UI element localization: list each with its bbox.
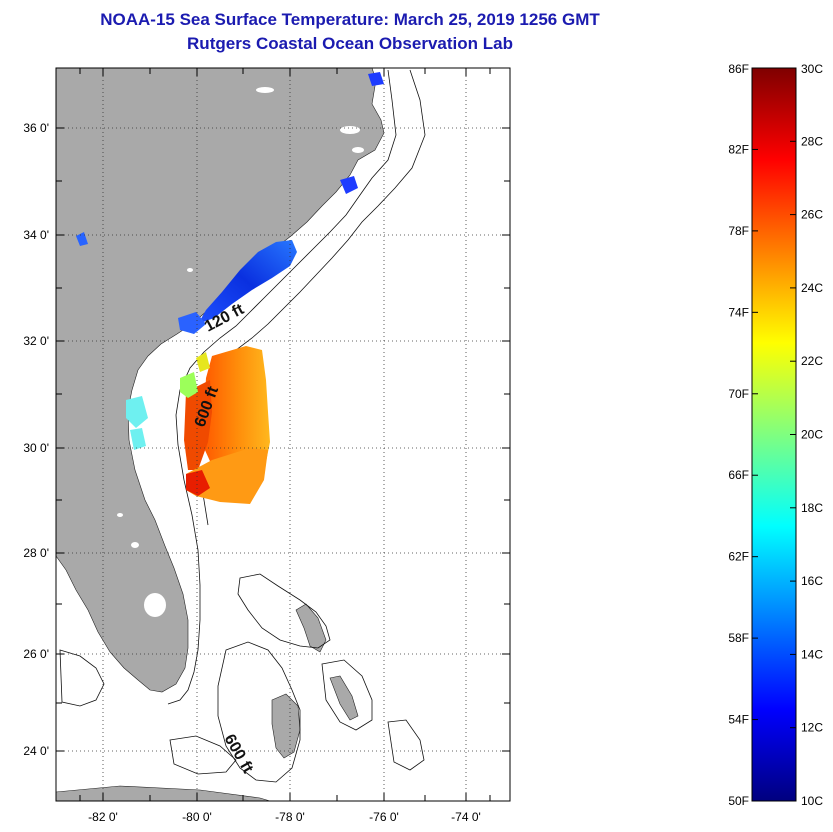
lat-label: 30 0' (23, 441, 49, 455)
land-cuba (56, 785, 271, 801)
colorbar-label-c: 20C (801, 428, 823, 442)
lat-label: 32 0' (23, 334, 49, 348)
colorbar-label-c: 18C (801, 501, 823, 515)
colorbar-label-f: 78F (728, 224, 749, 238)
colorbar-label-f: 70F (728, 387, 749, 401)
map-title: NOAA-15 Sea Surface Temperature: March 2… (100, 10, 600, 29)
colorbar-label-f: 50F (728, 794, 749, 808)
colorbar-label-f: 66F (728, 468, 749, 482)
land-bahamas-eleuthera (329, 675, 359, 721)
lat-label: 28 0' (23, 546, 49, 560)
sst-data (76, 72, 384, 504)
longitude-labels: -82 0' -80 0' -78 0' -76 0' -74 0' (88, 810, 481, 824)
colorbar-ticks (752, 67, 796, 802)
colorbar-label-c: 28C (801, 134, 823, 148)
map-subtitle: Rutgers Coastal Ocean Observation Lab (187, 34, 513, 53)
inland-water (68, 87, 364, 617)
contour-label-600ft-south: 600 ft (221, 732, 257, 777)
colorbar-label-c: 16C (801, 574, 823, 588)
colorbar-label-f: 58F (728, 631, 749, 645)
lon-label: -76 0' (369, 810, 399, 824)
lon-label: -78 0' (275, 810, 305, 824)
lon-label: -74 0' (451, 810, 481, 824)
land-southeast-us (56, 68, 385, 693)
lat-label: 36 0' (23, 121, 49, 135)
colorbar-label-f: 82F (728, 142, 749, 156)
bathymetry-contours (59, 69, 426, 783)
colorbar-label-f: 74F (728, 305, 749, 319)
lon-label: -80 0' (182, 810, 212, 824)
lat-label: 34 0' (23, 228, 49, 242)
colorbar-label-f: 62F (728, 550, 749, 564)
map-frame (55, 67, 511, 802)
colorbar-c-labels: 30C 28C 26C 24C 22C 20C 18C 16C 14C 12C 10C (801, 62, 823, 808)
frame-ticks (56, 68, 510, 801)
land-bahamas-abaco (295, 603, 327, 653)
colorbar-f-labels: 86F 82F 78F 74F 70F 66F 62F 58F 54F 50F (728, 62, 749, 808)
colorbar-label-c: 14C (801, 647, 823, 661)
colorbar-label-f: 54F (728, 713, 749, 727)
lat-label: 24 0' (23, 744, 49, 758)
colorbar-label-c: 12C (801, 721, 823, 735)
land-bahamas-andros (271, 693, 301, 759)
colorbar-label-c: 30C (801, 62, 823, 76)
colorbar-label-f: 86F (728, 62, 749, 76)
colorbar-label-c: 26C (801, 208, 823, 222)
colorbar (751, 67, 797, 802)
colorbar-label-c: 22C (801, 354, 823, 368)
colorbar-label-c: 10C (801, 794, 823, 808)
lat-label: 26 0' (23, 647, 49, 661)
latitude-labels: 36 0' 34 0' 32 0' 30 0' 28 0' 26 0' 24 0… (23, 121, 49, 758)
colorbar-label-c: 24C (801, 281, 823, 295)
lon-label: -82 0' (88, 810, 118, 824)
